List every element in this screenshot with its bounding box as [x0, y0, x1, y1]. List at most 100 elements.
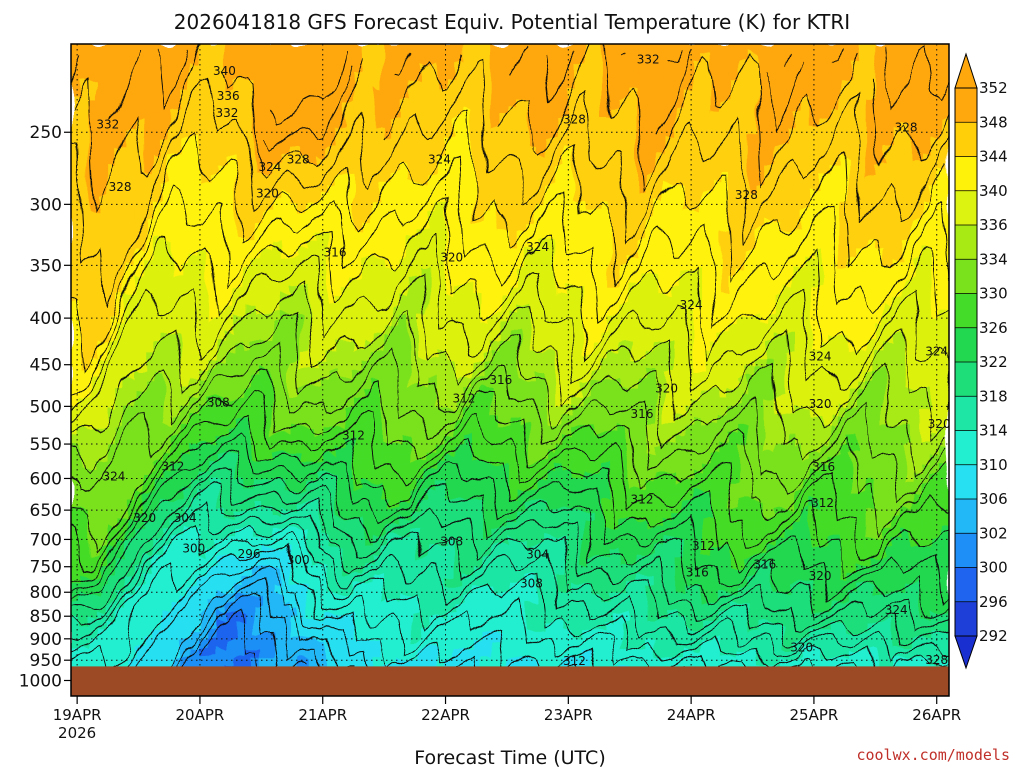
field-cell [363, 406, 374, 418]
field-cell [354, 71, 365, 82]
field-cell [235, 546, 246, 557]
field-cell [363, 145, 374, 157]
field-cell [125, 537, 136, 548]
field-cell [253, 602, 264, 613]
field-cell [482, 80, 493, 92]
field-cell [399, 164, 411, 176]
field-cell [354, 416, 365, 427]
field-cell [555, 52, 566, 64]
field-cell [88, 62, 100, 73]
field-cell [189, 518, 200, 530]
field-cell [271, 639, 283, 651]
field-cell [253, 257, 264, 269]
field-cell [445, 183, 456, 194]
field-cell [381, 406, 392, 418]
field-cell [664, 565, 676, 576]
field-cell [674, 341, 685, 353]
field-cell [152, 425, 164, 436]
field-cell [344, 350, 356, 362]
field-cell [308, 201, 319, 213]
field-cell [399, 574, 411, 585]
field-cell [143, 62, 155, 73]
field-cell [308, 285, 319, 297]
field-cell [216, 611, 228, 623]
field-cell [655, 648, 667, 660]
field-cell [171, 630, 182, 641]
field-cell [207, 71, 219, 82]
field-cell [463, 406, 475, 418]
field-cell [408, 471, 420, 483]
field-cell [527, 257, 539, 269]
field-cell [116, 52, 127, 64]
field-cell [509, 565, 520, 576]
field-cell [564, 239, 575, 250]
field-cell [262, 537, 273, 548]
field-cell [216, 229, 228, 241]
field-cell [692, 462, 703, 474]
field-cell [683, 574, 694, 585]
field-cell [225, 444, 237, 455]
field-cell [546, 397, 557, 408]
field-cell [326, 388, 337, 399]
field-cell [79, 44, 90, 55]
field-cell [308, 537, 319, 548]
field-cell [628, 602, 639, 613]
field-cell [116, 341, 127, 353]
field-cell [207, 490, 219, 502]
field-cell [509, 239, 520, 250]
field-cell [408, 304, 420, 315]
field-cell [262, 434, 273, 446]
field-cell [308, 127, 319, 138]
field-cell [372, 630, 383, 641]
field-cell [701, 565, 712, 576]
field-cell [225, 620, 237, 632]
field-cell [152, 565, 164, 576]
field-cell [290, 378, 301, 390]
field-cell [674, 155, 685, 166]
field-cell [207, 406, 219, 418]
field-cell [363, 481, 374, 492]
field-cell [216, 546, 228, 557]
field-cell [418, 658, 429, 669]
field-cell [344, 145, 356, 157]
field-cell [171, 313, 182, 325]
field-cell [79, 555, 90, 567]
field-cell [472, 471, 484, 483]
field-cell [582, 350, 594, 362]
field-cell [418, 145, 429, 157]
field-cell [710, 183, 722, 194]
field-cell [125, 434, 136, 446]
field-cell [491, 229, 502, 241]
field-cell [88, 332, 100, 343]
field-cell [692, 378, 703, 390]
field-cell [573, 658, 584, 669]
field-cell [107, 294, 118, 306]
field-cell [280, 313, 292, 325]
field-cell [582, 378, 594, 390]
field-cell [125, 80, 136, 92]
field-cell [408, 490, 420, 502]
field-cell [527, 546, 539, 557]
field-cell [600, 639, 612, 651]
field-cell [335, 602, 347, 613]
field-cell [216, 425, 228, 436]
field-cell [482, 44, 493, 55]
field-cell [161, 192, 173, 204]
field-cell [161, 425, 173, 436]
field-cell [646, 285, 658, 297]
field-cell [71, 565, 81, 576]
field-cell [116, 71, 127, 82]
field-cell [143, 369, 155, 381]
field-cell [125, 658, 136, 669]
field-cell [244, 155, 255, 166]
field-cell [692, 192, 703, 204]
field-cell [445, 350, 456, 362]
field-cell [573, 434, 584, 446]
field-cell [582, 648, 594, 660]
field-cell [692, 341, 703, 353]
field-cell [363, 434, 374, 446]
field-cell [546, 118, 557, 129]
field-cell [189, 397, 200, 408]
field-cell [655, 416, 667, 427]
field-cell [619, 313, 630, 325]
